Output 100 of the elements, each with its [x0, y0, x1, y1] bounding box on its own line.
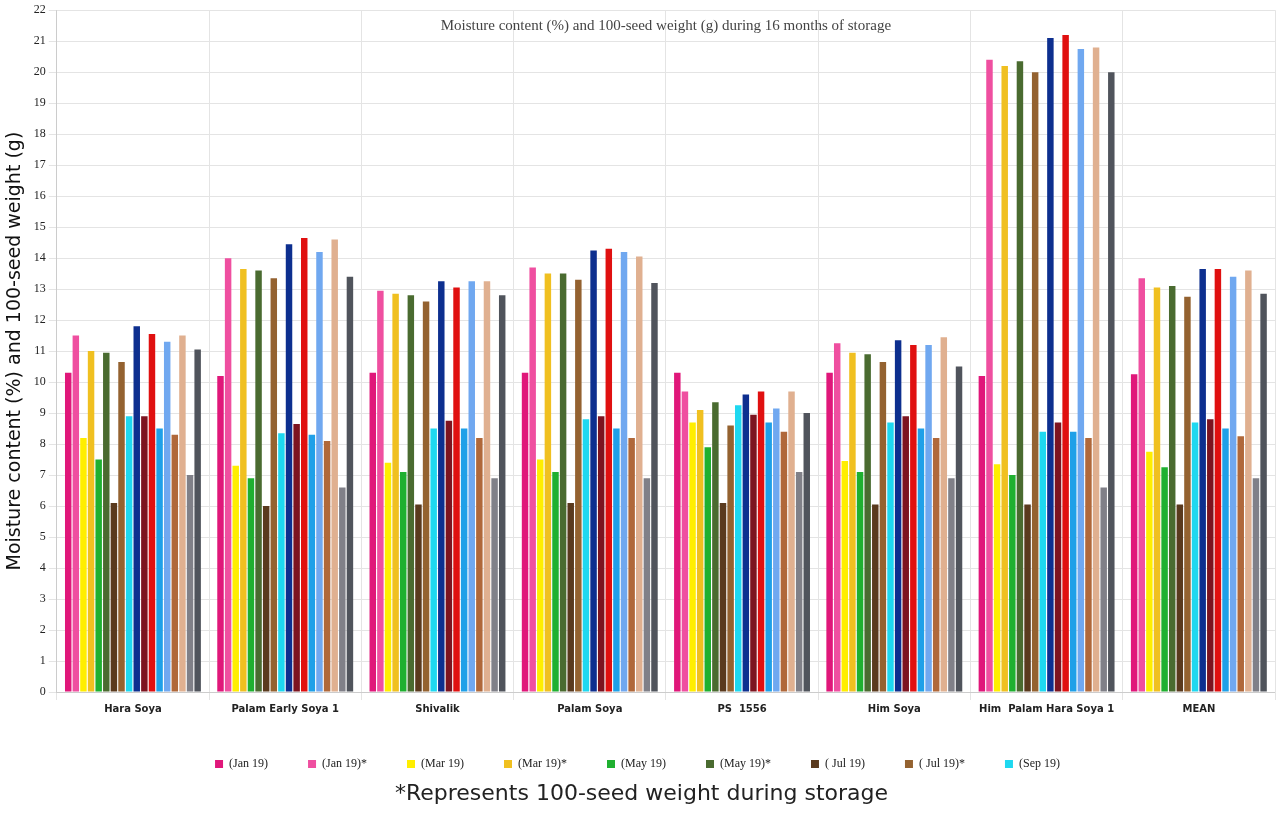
bar [826, 372, 833, 692]
bar [476, 437, 483, 692]
y-tick-label: 5 [39, 529, 46, 544]
bar [270, 278, 278, 692]
x-tick-label: Palam Early Soya 1 [231, 702, 340, 714]
bar [1138, 278, 1145, 692]
bar [87, 351, 95, 692]
bar [377, 290, 384, 692]
legend-label: (Sep 19) [1018, 756, 1060, 771]
bar [856, 471, 864, 692]
bar [1100, 487, 1107, 692]
bar [460, 428, 468, 692]
bar [940, 337, 948, 692]
bar [308, 434, 316, 692]
bar [910, 344, 917, 692]
bar [559, 273, 567, 692]
bar [765, 422, 772, 692]
bar [719, 502, 727, 692]
bar [125, 416, 133, 692]
bar [369, 372, 377, 692]
bar [285, 244, 293, 692]
bar [1176, 504, 1184, 692]
y-tick-label: 11 [34, 343, 46, 358]
bar [346, 276, 354, 692]
bar [1085, 437, 1092, 692]
bar [590, 250, 597, 692]
bar [597, 416, 605, 692]
bar [1001, 65, 1008, 692]
bar [605, 248, 613, 692]
y-tick-label: 4 [39, 560, 46, 575]
bar [141, 416, 148, 692]
bar [240, 268, 247, 692]
bar [674, 372, 681, 692]
bar [1161, 467, 1168, 692]
bar [224, 258, 232, 692]
bar [521, 372, 529, 692]
bar [438, 281, 445, 692]
bar [1153, 287, 1161, 692]
bar [64, 372, 72, 692]
y-tick-label: 21 [33, 33, 46, 48]
bar [978, 375, 986, 692]
y-tick-label: 0 [39, 684, 46, 699]
bar [323, 440, 331, 692]
text: *Represents 100-seed weight during storage [393, 780, 889, 805]
bar [925, 344, 932, 692]
bar [171, 434, 179, 692]
y-tick-label: 18 [33, 126, 46, 141]
bar [194, 349, 201, 692]
bar [864, 354, 871, 692]
bar [1130, 374, 1138, 692]
bar [917, 428, 925, 692]
bar [453, 287, 460, 692]
bar [156, 428, 163, 692]
x-tick-label: PS 1556 [717, 702, 767, 714]
y-tick-label: 9 [39, 405, 46, 420]
bar [1070, 431, 1077, 692]
bar [133, 326, 140, 692]
bar [1191, 422, 1199, 692]
bar [1260, 293, 1267, 692]
bar [1199, 268, 1206, 692]
bar [247, 478, 255, 692]
bar [681, 391, 689, 692]
bar [232, 465, 239, 692]
y-tick-label: 22 [33, 2, 46, 17]
bar [651, 282, 658, 692]
bar [955, 366, 963, 692]
y-tick-label: 3 [39, 591, 46, 606]
bar [986, 59, 993, 692]
bar [80, 437, 87, 692]
bar [1077, 48, 1085, 692]
y-tick-label: 8 [39, 436, 46, 451]
legend-label: (Jan 19)* [322, 756, 368, 771]
bar [780, 431, 788, 692]
bar [1016, 61, 1024, 692]
bar [613, 428, 620, 692]
bar [1092, 47, 1100, 692]
bar [841, 461, 849, 692]
bar [118, 361, 125, 692]
bar [727, 425, 734, 692]
bar [537, 459, 544, 692]
bar [696, 409, 704, 692]
y-tick-label: 10 [33, 374, 46, 389]
y-tick-label: 7 [39, 467, 46, 482]
bar [872, 504, 879, 692]
bar [567, 502, 574, 692]
bar [993, 464, 1001, 692]
bar [1237, 436, 1244, 692]
y-tick-label: 15 [33, 219, 46, 234]
legend-label: (May 19)* [719, 756, 771, 771]
bar [316, 251, 323, 692]
x-tick-label: Palam Soya [557, 702, 623, 714]
x-tick-label: Hara Soya [104, 702, 162, 714]
bar [1047, 38, 1054, 692]
bar [1031, 72, 1039, 692]
bar [445, 420, 453, 692]
bar [1146, 451, 1153, 692]
bar [384, 462, 392, 692]
bar [217, 375, 224, 692]
bar [262, 506, 270, 692]
bar [301, 237, 308, 692]
